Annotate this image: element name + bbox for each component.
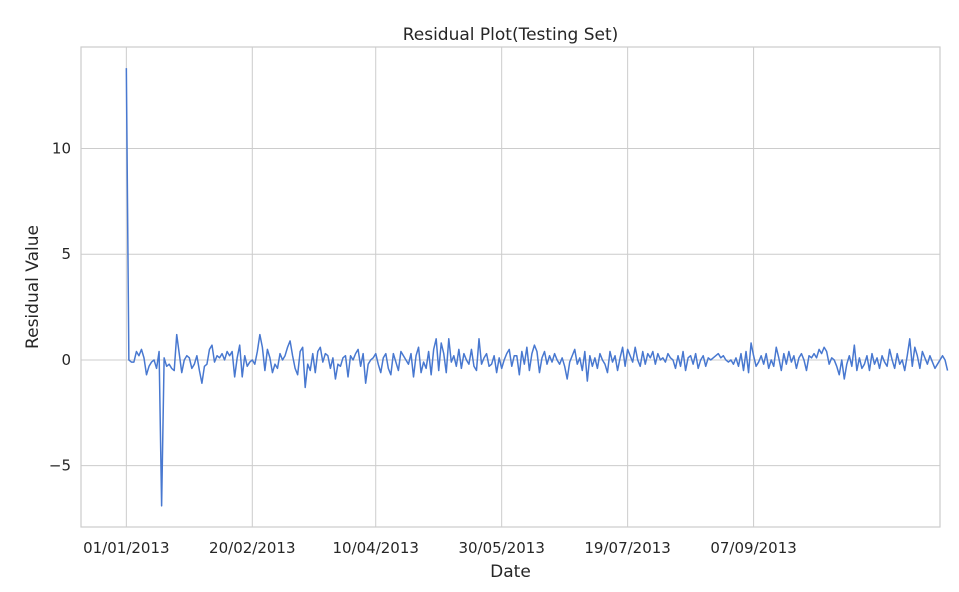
x-tick-labels: 01/01/2013 20/02/2013 10/04/2013 30/05/2013… (83, 539, 797, 557)
x-tick-label: 20/02/2013 (209, 539, 295, 557)
plot-frame (80, 46, 941, 528)
x-tick-label: 01/01/2013 (83, 539, 169, 557)
y-tick-label: 5 (61, 245, 71, 263)
y-tick-labels: −5 0 5 10 (49, 139, 71, 474)
chart-title: Residual Plot(Testing Set) (403, 25, 619, 45)
x-tick-label: 30/05/2013 (458, 539, 544, 557)
y-axis-label: Residual Value (23, 225, 43, 349)
x-tick-label: 10/04/2013 (332, 539, 418, 557)
y-tick-label: −5 (49, 457, 71, 475)
x-gridlines (125, 47, 755, 527)
x-tick-label: 07/09/2013 (710, 539, 796, 557)
x-tick-label: 19/07/2013 (584, 539, 670, 557)
residual-series-line (125, 68, 949, 507)
x-axis-label: Date (490, 562, 531, 582)
y-tick-label: 0 (61, 351, 71, 369)
y-tick-label: 10 (52, 139, 71, 157)
y-gridlines (81, 147, 940, 467)
